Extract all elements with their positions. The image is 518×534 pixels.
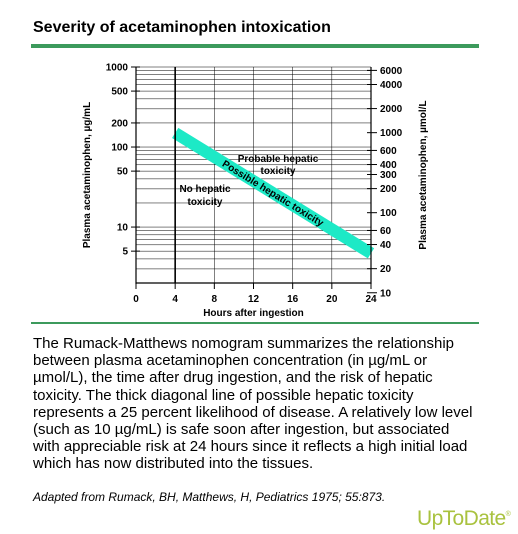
probable-toxicity-label-line1: Probable hepatic xyxy=(238,154,319,165)
x-tick-label: 0 xyxy=(133,294,139,305)
y-left-tick-label: 500 xyxy=(111,87,128,98)
possible-toxicity-band xyxy=(172,127,375,259)
y-right-tick-label: 4000 xyxy=(380,80,403,91)
y-left-tick-label: 100 xyxy=(111,143,128,154)
no-toxicity-label-line2: toxicity xyxy=(187,197,222,208)
y-right-tick-label: 10 xyxy=(380,288,392,299)
description-text: The Rumack-Matthews nomogram summarizes … xyxy=(33,335,473,473)
page-title: Severity of acetaminophen intoxication xyxy=(33,19,331,36)
logo-text: UpToDate xyxy=(417,507,506,530)
y-right-tick-label: 300 xyxy=(380,170,397,181)
y-right-tick-label: 40 xyxy=(380,240,392,251)
y-left-tick-label: 50 xyxy=(117,167,129,178)
x-tick-label: 12 xyxy=(248,294,260,305)
x-tick-label: 20 xyxy=(326,294,338,305)
y-right-tick-label: 20 xyxy=(380,264,392,275)
citation-text: Adapted from Rumack, BH, Matthews, H, Pe… xyxy=(33,490,386,504)
title-divider xyxy=(31,44,479,48)
y-left-tick-label: 10 xyxy=(117,223,129,234)
chart-axes xyxy=(131,66,377,294)
caption-divider xyxy=(31,322,479,324)
y-axis-left-label: Plasma acetaminophen, µg/mL xyxy=(82,102,93,248)
chart-labels: 1000500200100501056000400020001000600400… xyxy=(82,63,429,320)
nomogram-chart: 1000500200100501056000400020001000600400… xyxy=(82,63,429,320)
y-right-tick-label: 2000 xyxy=(380,104,403,115)
y-right-tick-label: 1000 xyxy=(380,128,403,139)
y-right-tick-label: 6000 xyxy=(380,66,403,77)
logo-mark: ® xyxy=(505,511,511,518)
uptodate-logo: UpToDate® xyxy=(417,507,511,531)
x-tick-label: 16 xyxy=(287,294,299,305)
x-axis-label: Hours after ingestion xyxy=(203,308,304,319)
y-left-tick-label: 1000 xyxy=(106,63,129,74)
y-right-tick-label: 600 xyxy=(380,146,397,157)
chart-series xyxy=(172,127,375,259)
y-left-tick-label: 5 xyxy=(122,247,128,258)
y-right-tick-label: 200 xyxy=(380,184,397,195)
y-right-tick-label: 400 xyxy=(380,160,397,171)
y-axis-right-label: Plasma acetaminophen, µmol/L xyxy=(418,100,429,249)
probable-toxicity-label-line2: toxicity xyxy=(260,166,295,177)
no-toxicity-label-line1: No hepatic xyxy=(179,184,231,195)
y-right-tick-label: 60 xyxy=(380,226,392,237)
y-left-tick-label: 200 xyxy=(111,118,128,129)
x-tick-label: 4 xyxy=(172,294,178,305)
x-tick-label: 24 xyxy=(365,294,377,305)
y-right-tick-label: 100 xyxy=(380,208,397,219)
x-tick-label: 8 xyxy=(212,294,218,305)
